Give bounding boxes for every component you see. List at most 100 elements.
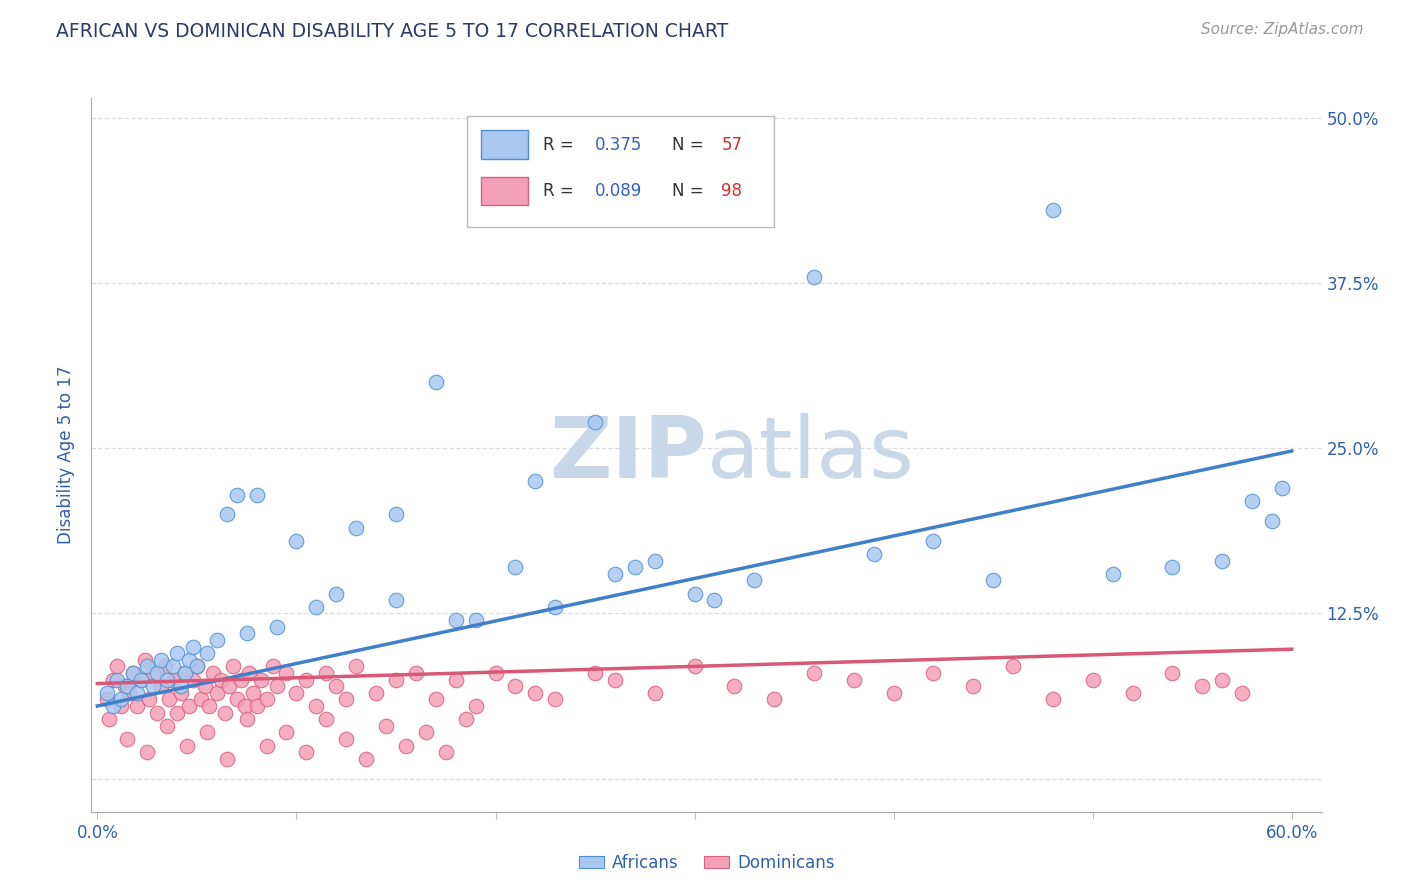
- Point: [209, 673, 232, 687]
- Point: [246, 698, 269, 713]
- Point: [644, 686, 666, 700]
- Point: [174, 665, 197, 680]
- Point: [127, 686, 149, 700]
- Point: [276, 725, 298, 739]
- Point: [162, 673, 184, 687]
- Point: [325, 679, 347, 693]
- Point: [146, 706, 169, 720]
- Text: Source: ZipAtlas.com: Source: ZipAtlas.com: [1201, 22, 1364, 37]
- Point: [962, 679, 984, 693]
- Point: [444, 673, 467, 687]
- Point: [425, 376, 447, 390]
- FancyBboxPatch shape: [467, 116, 775, 227]
- Text: ZIP: ZIP: [548, 413, 706, 497]
- Point: [742, 574, 765, 588]
- Point: [315, 665, 337, 680]
- Point: [364, 686, 387, 700]
- Point: [103, 698, 125, 713]
- Point: [129, 673, 152, 687]
- Point: [150, 653, 173, 667]
- Point: [195, 725, 218, 739]
- Point: [544, 692, 567, 706]
- Point: [262, 659, 284, 673]
- Point: [464, 698, 486, 713]
- Point: [115, 732, 138, 747]
- Text: AFRICAN VS DOMINICAN DISABILITY AGE 5 TO 17 CORRELATION CHART: AFRICAN VS DOMINICAN DISABILITY AGE 5 TO…: [56, 22, 728, 41]
- Point: [176, 739, 198, 753]
- Point: [105, 659, 128, 673]
- Point: [96, 692, 118, 706]
- Point: [763, 692, 786, 706]
- Point: [127, 698, 149, 713]
- Point: [385, 593, 408, 607]
- Point: [181, 640, 204, 654]
- Point: [464, 613, 486, 627]
- Point: [1240, 494, 1263, 508]
- Text: 0.089: 0.089: [595, 182, 641, 200]
- Point: [375, 719, 398, 733]
- Point: [285, 533, 308, 548]
- Point: [162, 659, 184, 673]
- Point: [225, 692, 247, 706]
- Point: [385, 673, 408, 687]
- Text: N =: N =: [672, 182, 709, 200]
- Point: [110, 692, 132, 706]
- Text: 98: 98: [721, 182, 742, 200]
- Point: [723, 679, 745, 693]
- Point: [215, 508, 238, 522]
- Point: [803, 665, 825, 680]
- Point: [1161, 665, 1184, 680]
- Point: [153, 659, 176, 673]
- Point: [190, 692, 212, 706]
- Point: [157, 692, 180, 706]
- Point: [395, 739, 418, 753]
- Point: [105, 673, 128, 687]
- Point: [1161, 560, 1184, 574]
- Point: [683, 659, 706, 673]
- Point: [256, 692, 278, 706]
- Point: [295, 745, 318, 759]
- Point: [335, 692, 357, 706]
- Point: [110, 698, 132, 713]
- Point: [235, 626, 257, 640]
- Point: [170, 686, 193, 700]
- Point: [134, 653, 156, 667]
- Point: [354, 752, 377, 766]
- Point: [315, 712, 337, 726]
- Point: [198, 698, 221, 713]
- Point: [195, 646, 218, 660]
- Point: [266, 620, 288, 634]
- Point: [186, 659, 208, 673]
- Point: [1230, 686, 1253, 700]
- Point: [524, 475, 547, 489]
- Point: [505, 679, 527, 693]
- Point: [295, 673, 318, 687]
- Point: [1261, 514, 1284, 528]
- Point: [122, 665, 145, 680]
- Point: [544, 599, 567, 614]
- Point: [862, 547, 884, 561]
- Point: [256, 739, 278, 753]
- Point: [201, 665, 224, 680]
- Point: [524, 686, 547, 700]
- Point: [235, 712, 257, 726]
- Point: [1121, 686, 1143, 700]
- Point: [484, 665, 506, 680]
- Point: [1191, 679, 1213, 693]
- Point: [103, 673, 125, 687]
- Point: [1042, 692, 1064, 706]
- Point: [266, 679, 288, 693]
- Point: [981, 574, 1004, 588]
- Point: [305, 599, 328, 614]
- Point: [222, 659, 245, 673]
- Point: [96, 686, 118, 700]
- Point: [1271, 481, 1294, 495]
- Point: [385, 508, 408, 522]
- Point: [1002, 659, 1025, 673]
- Point: [583, 415, 606, 429]
- Text: 57: 57: [721, 136, 742, 153]
- Point: [249, 673, 271, 687]
- Point: [883, 686, 905, 700]
- Point: [1211, 673, 1233, 687]
- Legend: Africans, Dominicans: Africans, Dominicans: [572, 847, 841, 879]
